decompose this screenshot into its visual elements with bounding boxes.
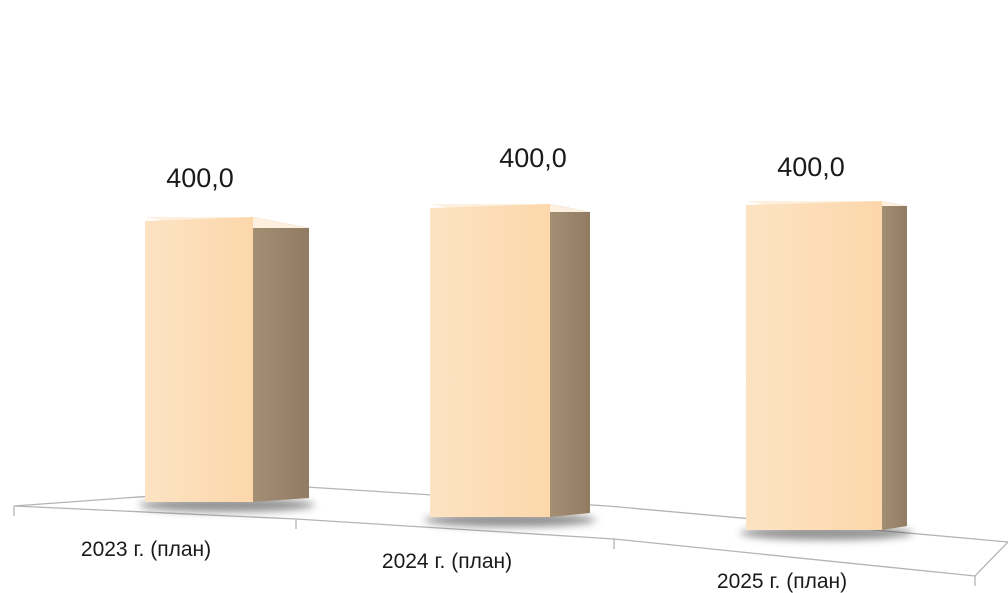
bar-front-face [430,204,550,517]
category-labels-group: 2023 г. (план) 2024 г. (план) 2025 г. (пла… [81,538,847,593]
data-label: 400,0 [777,152,845,182]
category-tick-label: 2024 г. (план) [382,550,512,573]
bar-side-face [882,201,907,530]
bar [139,217,315,512]
category-tick-label: 2023 г. (план) [81,538,211,561]
bar-front-face [145,217,253,502]
bar-side-face [550,204,590,517]
bars-group [139,201,913,540]
bar [424,204,596,527]
category-tick-label: 2025 г. (план) [717,570,847,593]
bar [740,201,913,540]
data-label: 400,0 [499,143,567,173]
data-labels-group: 400,0 400,0 400,0 [166,143,845,193]
bar-front-face [746,201,882,530]
bar-side-face [253,217,309,502]
data-label: 400,0 [166,163,234,193]
